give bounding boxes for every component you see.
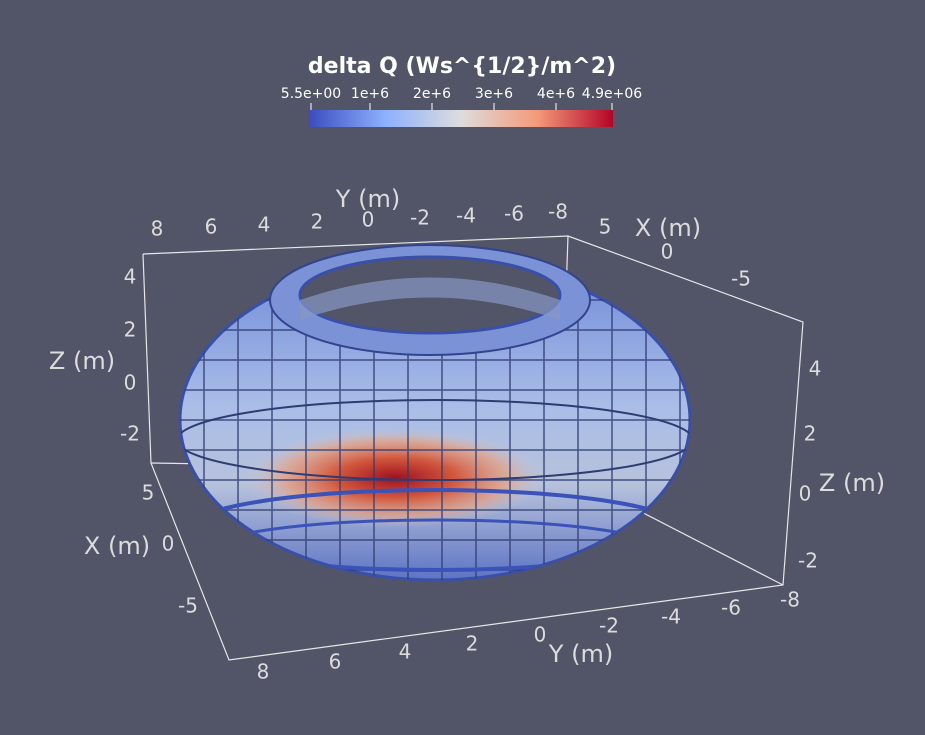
axis-title: Y (m)	[548, 640, 613, 668]
color-bar-tick-label: 5.5e+00	[281, 86, 341, 102]
axis-tick-label: -8	[780, 588, 800, 612]
axis-tick-label: -4	[456, 204, 476, 228]
axis-tick-label: 2	[124, 318, 137, 342]
axis-title: Y (m)	[335, 185, 400, 213]
axis-tick-label: 4	[809, 357, 822, 381]
axis-tick-label: 4	[124, 265, 137, 289]
axis-tick-label: 2	[804, 422, 817, 446]
axis-tick-label: 0	[534, 623, 547, 647]
axis-tick-label: 0	[124, 371, 137, 395]
axis-tick-label: 2	[466, 632, 479, 656]
axis-tick-label: 4	[399, 640, 412, 664]
axis-tick-label: 0	[661, 240, 674, 264]
axis-tick-label: -4	[661, 605, 681, 629]
color-bar: delta Q (Ws^{1/2}/m^2)	[308, 54, 616, 127]
axis-tick-label: 0	[162, 532, 175, 556]
axis-tick-label: 8	[151, 217, 164, 241]
color-bar-tick-label: 1e+6	[351, 86, 389, 102]
color-bar-gradient	[309, 110, 613, 127]
axis-tick-label: -2	[599, 614, 619, 638]
torus	[178, 244, 692, 582]
axis-tick-label: 0	[362, 208, 375, 232]
axis-tick-label: 5	[599, 215, 612, 239]
axis-title: Z (m)	[819, 469, 885, 497]
color-bar-title: delta Q (Ws^{1/2}/m^2)	[308, 54, 616, 79]
color-bar-tick-label: 4.9e+06	[582, 86, 643, 102]
axis-tick-label: -6	[504, 202, 524, 226]
axis-tick-label: -2	[410, 206, 430, 230]
color-bar-tick-label: 2e+6	[413, 86, 451, 102]
axis-tick-label: 6	[329, 650, 342, 674]
axis-tick-label: 0	[799, 482, 812, 506]
axis-tick-label: 2	[311, 210, 324, 234]
axis-tick-label: 5	[142, 481, 155, 505]
axis-tick-label: -5	[731, 267, 751, 291]
axis-title: Z (m)	[49, 347, 115, 375]
color-bar-tick-label: 3e+6	[475, 86, 513, 102]
axis-tick-label: -5	[178, 594, 198, 618]
axis-tick-label: -6	[721, 596, 741, 620]
axis-tick-label: -2	[120, 422, 140, 446]
axis-tick-label: -8	[548, 200, 568, 224]
axis-tick-label: 4	[258, 213, 271, 237]
axis-title: X (m)	[635, 214, 701, 242]
axis-title: X (m)	[84, 532, 150, 560]
axis-tick-label: 8	[257, 660, 270, 684]
axis-tick-label: -2	[798, 549, 818, 573]
color-bar-tick-label: 4e+6	[537, 86, 575, 102]
axis-tick-label: 6	[205, 215, 218, 239]
